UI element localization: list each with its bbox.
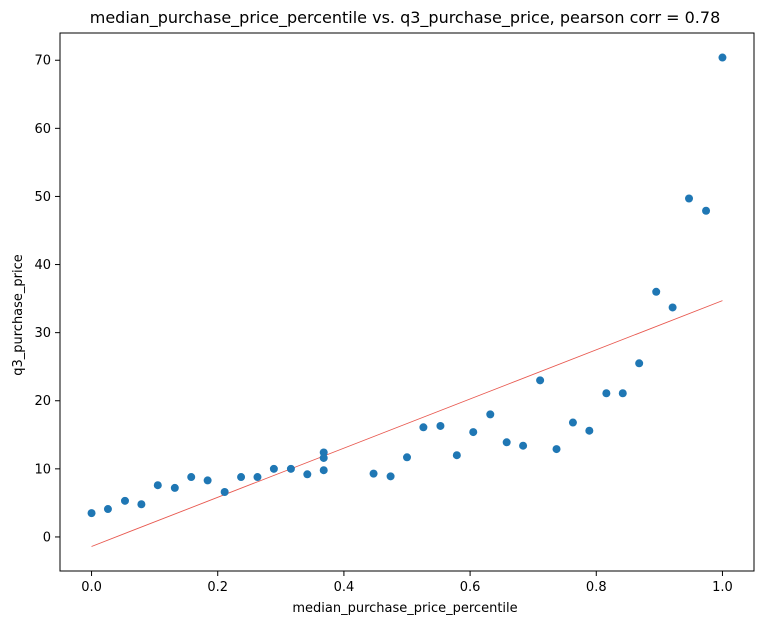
data-point [486,410,495,419]
data-point [153,481,162,490]
data-point [702,206,711,215]
data-point [303,470,312,479]
x-axis-label: median_purchase_price_percentile [292,601,517,616]
data-point [469,428,478,437]
data-point [187,473,196,482]
data-point [536,376,545,385]
data-point [269,464,278,473]
data-point [220,488,229,497]
data-point [652,287,661,296]
y-tick-label: 70 [34,54,51,69]
x-tick-label: 0.4 [334,580,355,595]
x-tick-label: 0.0 [81,580,102,595]
trend-line [91,300,723,547]
data-point [103,505,112,514]
data-point [319,466,328,475]
data-point [137,500,146,509]
data-point [452,451,461,460]
y-tick-label: 50 [34,190,51,205]
data-point [319,453,328,462]
data-point [120,496,129,505]
data-point [585,426,594,435]
data-point [253,473,262,482]
y-tick-label: 0 [43,530,51,545]
y-tick-label: 30 [34,326,51,341]
data-point [618,389,627,398]
data-point [552,445,561,454]
y-tick-label: 40 [34,258,51,273]
data-point [286,464,295,473]
data-point [519,441,528,450]
data-point [369,469,378,478]
data-point [602,389,611,398]
chart-title: median_purchase_price_percentile vs. q3_… [90,8,721,28]
y-axis-label: q3_purchase_price [11,254,26,376]
x-tick-label: 0.6 [460,580,481,595]
data-point [403,453,411,462]
data-point [237,473,246,482]
x-tick-label: 1.0 [712,580,733,595]
data-point [170,483,179,492]
plot-area: 0.0 0.2 0.4 0.6 0.8 1.0 0 10 20 30 40 50 60 70 [34,32,755,595]
data-point [419,423,428,432]
y-tick-label: 20 [34,394,51,409]
data-point [635,359,644,368]
data-point [685,194,694,203]
y-tick-label: 60 [34,122,51,137]
data-point [203,476,212,485]
data-point [668,303,677,312]
y-tick-label: 10 [34,462,51,477]
data-point [436,421,445,430]
data-point [502,438,511,447]
data-point [87,509,96,518]
plot-frame [59,32,755,572]
x-tick-label: 0.2 [207,580,228,595]
data-point [568,418,577,427]
data-point [386,472,395,481]
x-tick-label: 0.8 [586,580,607,595]
data-point [718,53,727,62]
